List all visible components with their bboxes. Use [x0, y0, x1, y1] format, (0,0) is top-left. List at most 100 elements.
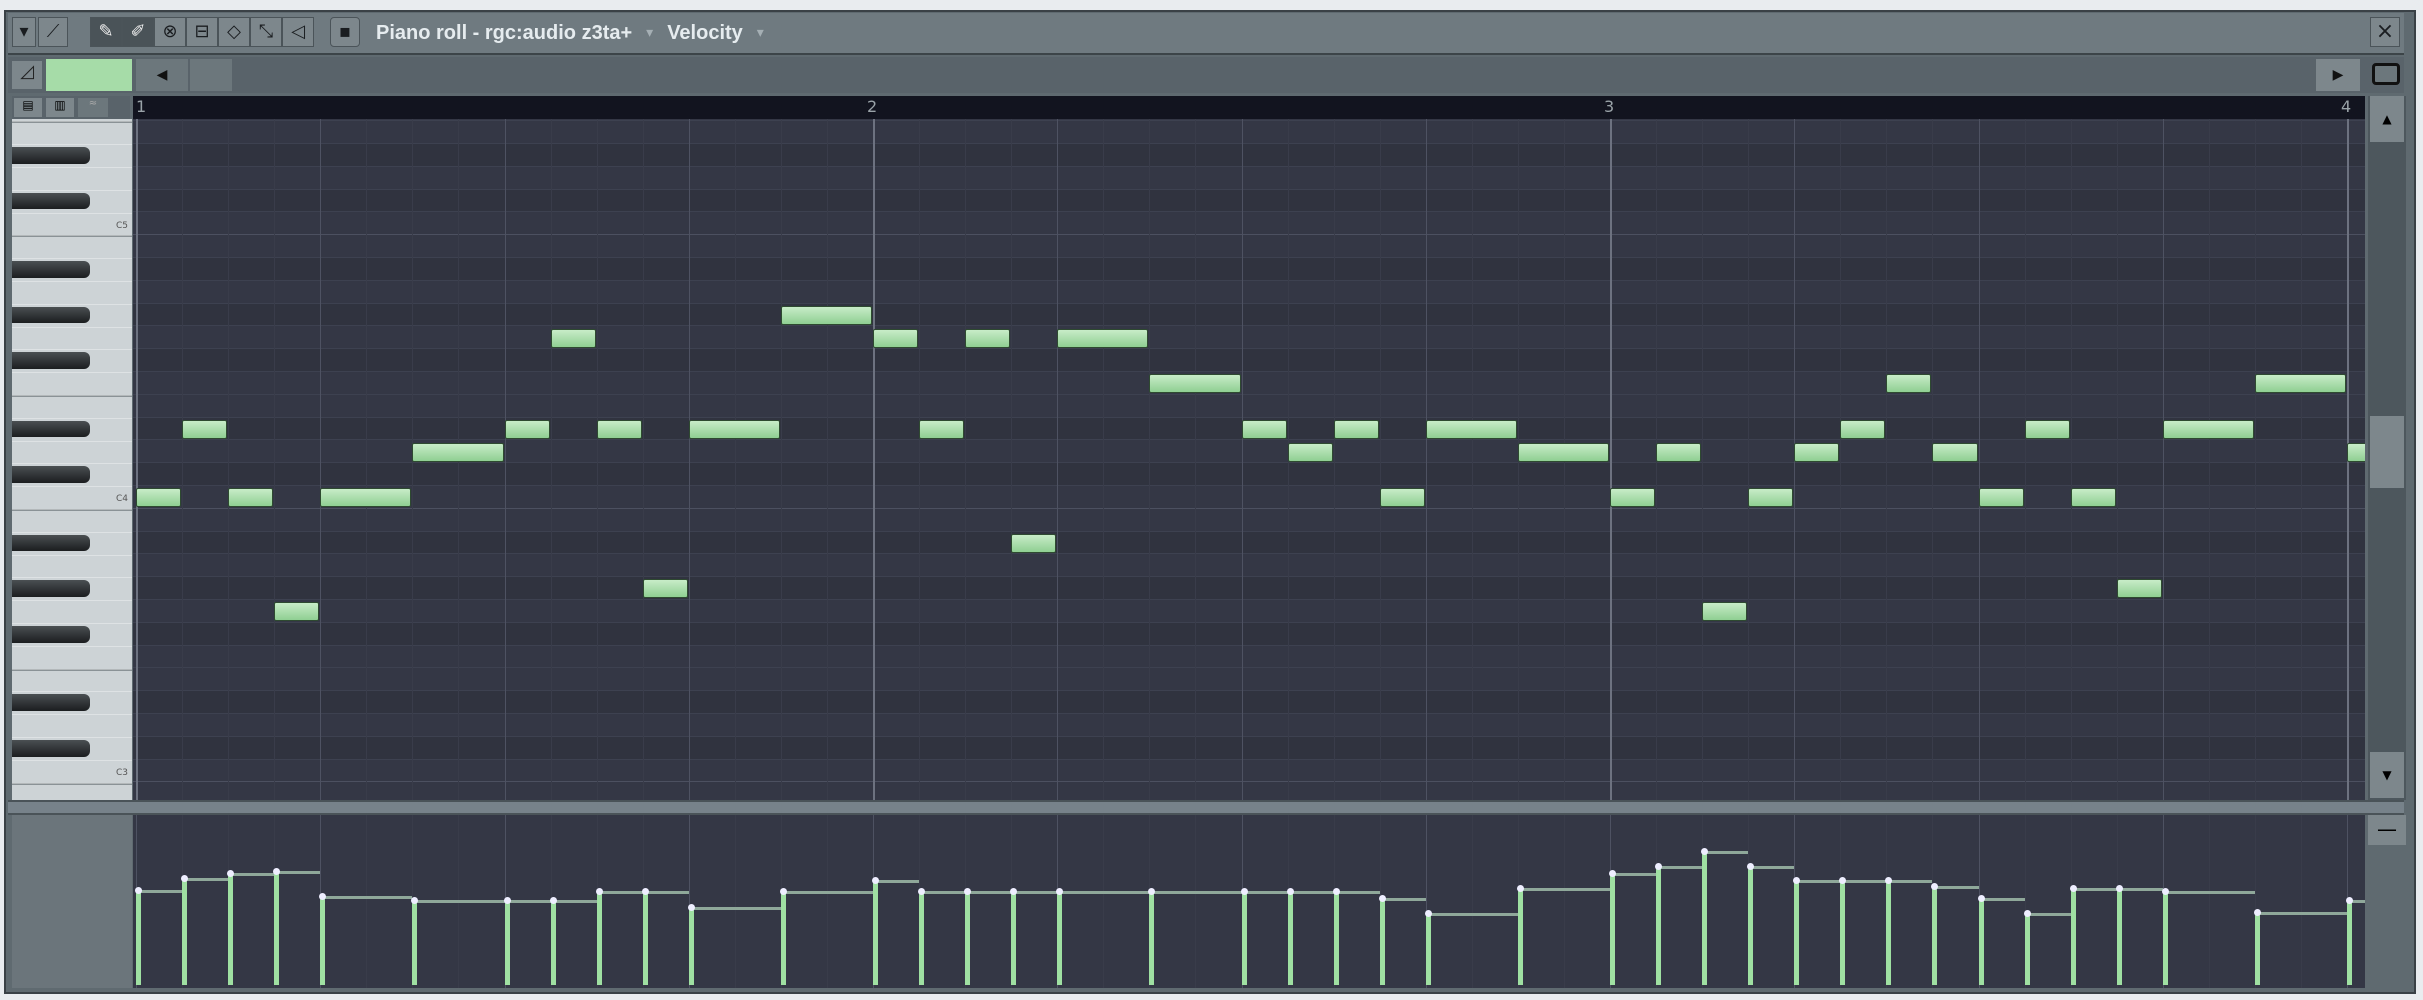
note[interactable]: [320, 488, 412, 508]
velocity-bar[interactable]: [919, 891, 925, 985]
velocity-handle[interactable]: [1839, 876, 1847, 884]
velocity-handle[interactable]: [1332, 888, 1340, 896]
velocity-handle[interactable]: [1747, 863, 1755, 871]
velocity-bar[interactable]: [688, 906, 694, 985]
velocity-handle[interactable]: [2161, 888, 2169, 896]
black-key[interactable]: [12, 147, 90, 164]
playback-icon[interactable]: ◁: [282, 17, 314, 47]
velocity-handle[interactable]: [687, 903, 695, 911]
vertical-scrollbar[interactable]: ▲ ▼: [2368, 96, 2406, 800]
black-key[interactable]: [12, 420, 90, 438]
velocity-handle[interactable]: [181, 875, 189, 883]
paint-icon[interactable]: ✐: [122, 17, 154, 47]
velocity-bar[interactable]: [2024, 913, 2030, 985]
velocity-handle[interactable]: [503, 896, 511, 904]
black-key[interactable]: [12, 580, 90, 598]
velocity-handle[interactable]: [1977, 895, 1985, 903]
velocity-handle[interactable]: [549, 896, 557, 904]
velocity-dropdown-arrow-icon[interactable]: ▾: [756, 25, 764, 41]
note[interactable]: [504, 419, 550, 439]
note[interactable]: [1287, 442, 1333, 462]
note[interactable]: [1379, 488, 1425, 508]
title-dropdown-arrow-icon[interactable]: ▾: [646, 25, 654, 41]
velocity-bar[interactable]: [596, 891, 602, 985]
note[interactable]: [642, 579, 688, 599]
velocity-bar[interactable]: [504, 899, 510, 985]
velocity-bar[interactable]: [873, 879, 878, 985]
delete-icon[interactable]: ⊗: [154, 17, 186, 47]
black-key[interactable]: [12, 261, 90, 278]
note[interactable]: [2162, 419, 2254, 439]
velocity-bar[interactable]: [1425, 913, 1431, 985]
velocity-handle[interactable]: [2069, 885, 2077, 893]
note[interactable]: [550, 328, 596, 348]
velocity-bar[interactable]: [965, 891, 971, 985]
velocity-handle[interactable]: [2023, 910, 2031, 918]
velocity-handle[interactable]: [964, 888, 972, 896]
note[interactable]: [2024, 419, 2070, 439]
note[interactable]: [228, 488, 274, 508]
note[interactable]: [2070, 488, 2116, 508]
note-grid[interactable]: [133, 119, 2365, 800]
velocity-bar[interactable]: [2116, 888, 2122, 985]
velocity-handle[interactable]: [872, 876, 879, 884]
black-key[interactable]: [12, 352, 90, 370]
note[interactable]: [1932, 442, 1978, 462]
velocity-bar[interactable]: [550, 899, 556, 985]
note[interactable]: [2254, 374, 2346, 394]
velocity-handle[interactable]: [1378, 895, 1386, 903]
velocity-bar[interactable]: [2162, 891, 2168, 985]
mute-icon[interactable]: ⊟: [186, 17, 218, 47]
note[interactable]: [1011, 533, 1057, 553]
note[interactable]: [1517, 442, 1609, 462]
velocity-pane-splitter[interactable]: [8, 800, 2404, 815]
note[interactable]: [688, 419, 780, 439]
velocity-handle[interactable]: [1286, 888, 1294, 896]
note[interactable]: [780, 305, 872, 325]
velocity-bar[interactable]: [1978, 898, 1984, 985]
velocity-handle[interactable]: [1931, 883, 1939, 891]
velocity-handle[interactable]: [1010, 888, 1018, 896]
velocity-bar[interactable]: [1057, 891, 1063, 985]
note[interactable]: [965, 328, 1011, 348]
note[interactable]: [1978, 488, 2024, 508]
velocity-bar[interactable]: [1886, 879, 1892, 985]
note[interactable]: [1656, 442, 1702, 462]
black-key[interactable]: [12, 534, 90, 552]
note[interactable]: [2116, 579, 2162, 599]
zoom-icon[interactable]: ⤡: [250, 17, 282, 47]
note[interactable]: [1748, 488, 1794, 508]
velocity-handle[interactable]: [273, 868, 281, 876]
velocity-handle[interactable]: [319, 893, 327, 901]
piano-keyboard[interactable]: C5 C4 C3: [12, 119, 132, 800]
velocity-bar[interactable]: [1011, 891, 1017, 985]
velocity-bar[interactable]: [1517, 888, 1523, 985]
velocity-bar[interactable]: [1379, 898, 1385, 985]
channel-color-swatch[interactable]: [46, 59, 132, 91]
note[interactable]: [182, 419, 228, 439]
velocity-pane-minimize-icon[interactable]: —: [2368, 815, 2406, 845]
velocity-handle[interactable]: [2346, 896, 2353, 904]
black-key[interactable]: [12, 466, 90, 484]
velocity-handle[interactable]: [1056, 888, 1064, 896]
note[interactable]: [136, 488, 182, 508]
note[interactable]: [596, 419, 642, 439]
scroll-up-button[interactable]: ▲: [2370, 96, 2404, 142]
note[interactable]: [1610, 488, 1656, 508]
velocity-handle[interactable]: [1148, 888, 1156, 896]
velocity-bar[interactable]: [228, 873, 234, 985]
velocity-bar[interactable]: [1656, 866, 1662, 985]
scroll-left-button[interactable]: ◀: [136, 59, 188, 91]
note[interactable]: [1057, 328, 1149, 348]
black-key[interactable]: [12, 694, 90, 712]
note[interactable]: [1333, 419, 1379, 439]
black-key[interactable]: [12, 306, 90, 324]
menu-arrow-icon[interactable]: ▾: [12, 17, 36, 47]
velocity-bar[interactable]: [136, 889, 141, 985]
ghost-notes-icon[interactable]: ≈: [78, 98, 108, 117]
close-button[interactable]: ×: [2370, 17, 2400, 47]
velocity-bar[interactable]: [1333, 891, 1339, 985]
scroll-right-button[interactable]: ▶: [2316, 59, 2360, 91]
velocity-bar[interactable]: [2254, 911, 2260, 985]
velocity-bar[interactable]: [1748, 866, 1754, 985]
